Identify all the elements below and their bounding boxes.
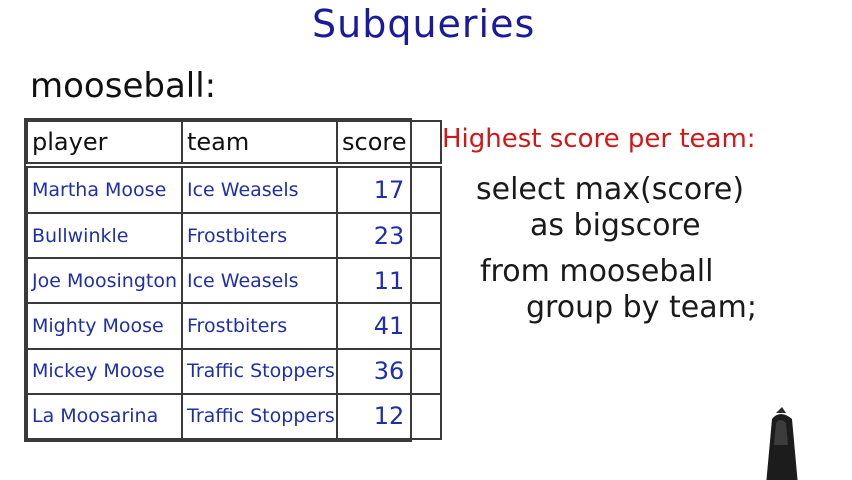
marker-pen-icon	[766, 407, 798, 480]
table-row: La Moosarina Traffic Stoppers 12	[26, 392, 442, 441]
table-row: Bullwinkle Frostbiters 23	[26, 212, 442, 260]
cell-player: Martha Moose	[26, 163, 183, 215]
cell-score: 36	[336, 347, 442, 395]
column-header-player: player	[26, 120, 183, 168]
sql-line-group-by: group by team;	[526, 290, 757, 325]
cell-player: Joe Moosington	[26, 257, 183, 305]
cell-score: 12	[336, 392, 442, 441]
cell-team: Traffic Stoppers	[181, 347, 338, 395]
query-heading: Highest score per team:	[442, 124, 756, 154]
column-header-score: score	[336, 120, 442, 168]
cell-team: Traffic Stoppers	[181, 392, 338, 441]
cell-team: Ice Weasels	[181, 257, 338, 305]
table-name: mooseball:	[30, 66, 217, 106]
cell-team: Ice Weasels	[181, 163, 338, 215]
cell-player: Mickey Moose	[26, 347, 183, 395]
table-row: Joe Moosington Ice Weasels 11	[26, 257, 442, 305]
table-row: Mighty Moose Frostbiters 41	[26, 302, 442, 350]
cell-team: Frostbiters	[181, 212, 338, 260]
column-header-team: team	[181, 120, 338, 168]
cell-player: La Moosarina	[26, 392, 183, 441]
table-header-row: player team score	[26, 120, 442, 168]
sql-line-alias: as bigscore	[530, 208, 701, 243]
table-row: Mickey Moose Traffic Stoppers 36	[26, 347, 442, 395]
mooseball-table: player team score Martha Moose Ice Wease…	[24, 118, 442, 442]
sql-line-select: select max(score)	[476, 172, 745, 207]
cell-player: Bullwinkle	[26, 212, 183, 260]
cell-score: 11	[336, 257, 442, 305]
table-row: Martha Moose Ice Weasels 17	[26, 163, 442, 215]
sql-line-from: from mooseball	[480, 254, 714, 289]
cell-player: Mighty Moose	[26, 302, 183, 350]
cell-score: 41	[336, 302, 442, 350]
cell-score: 23	[336, 212, 442, 260]
cell-team: Frostbiters	[181, 302, 338, 350]
cell-score: 17	[336, 163, 442, 215]
page-title: Subqueries	[312, 2, 536, 46]
